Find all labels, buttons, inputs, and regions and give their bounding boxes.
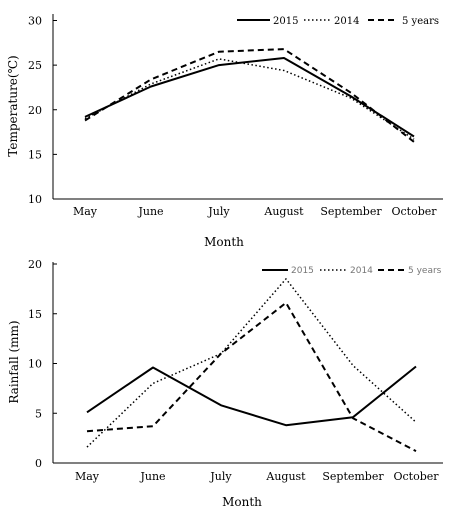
rainfall-chart: 0 5 10 15 20 May June July August September Octob…	[7, 258, 443, 509]
temperature-series-line-2014	[84, 58, 415, 140]
rainfall-x-tick-label-september: September	[322, 470, 384, 483]
rainfall-x-tick-label-july: July	[209, 470, 232, 483]
rainfall-y-axis-title: Rainfall (mm)	[7, 320, 21, 403]
rainfall-legend-label-2015: 2015	[291, 266, 314, 276]
rainfall-y-ticks: 0 5 10 15 20	[28, 258, 57, 470]
rainfall-y-tick-label: 10	[28, 358, 42, 371]
temperature-y-tick-label: 25	[28, 59, 42, 72]
temperature-x-tick-label-september: September	[320, 205, 382, 218]
temperature-legend-label-5years: 5 years	[402, 16, 439, 27]
rainfall-series-line-2015	[86, 365, 417, 427]
temperature-series	[84, 48, 415, 143]
rainfall-x-tick-label-october: October	[393, 470, 439, 483]
temperature-x-tick-label-october: October	[391, 205, 437, 218]
temperature-legend-label-2015: 2015	[273, 16, 298, 27]
temperature-legend-label-2014: 2014	[334, 16, 359, 27]
rainfall-y-tick-label: 15	[28, 308, 42, 321]
temperature-x-tick-label-july: July	[207, 205, 230, 218]
temperature-legend: 2015 2014 5 years	[237, 16, 439, 27]
rainfall-series	[86, 278, 417, 452]
temperature-y-ticks: 10 15 20 25 30	[28, 15, 57, 206]
temperature-x-tick-label-june: June	[137, 205, 163, 218]
temperature-x-ticks: May June July August September October	[73, 205, 437, 218]
temperature-y-tick-label: 30	[28, 15, 42, 28]
rainfall-x-axis-title: Month	[222, 495, 262, 509]
temperature-chart: 10 15 20 25 30 May June July August September Oct…	[6, 14, 443, 249]
rainfall-y-tick-label: 20	[28, 258, 42, 271]
temperature-x-axis-title: Month	[204, 235, 244, 249]
rainfall-legend-label-2014: 2014	[350, 266, 373, 276]
temperature-y-tick-label: 15	[28, 148, 42, 161]
temperature-y-axis-title: Temperature(℃)	[6, 55, 20, 156]
temperature-x-tick-label-may: May	[73, 205, 98, 218]
rainfall-series-line-5years	[86, 301, 417, 452]
rainfall-legend-label-5years: 5 years	[408, 266, 442, 276]
temperature-x-tick-label-august: August	[263, 205, 304, 218]
rainfall-series-line-2014	[86, 278, 417, 448]
rainfall-x-ticks: May June July August September October	[75, 470, 439, 483]
temperature-y-tick-label: 10	[28, 193, 42, 206]
temperature-y-tick-label: 20	[28, 104, 42, 117]
rainfall-x-tick-label-may: May	[75, 470, 100, 483]
rainfall-x-tick-label-june: June	[139, 470, 165, 483]
rainfall-x-tick-label-august: August	[265, 470, 306, 483]
temperature-series-line-5years	[84, 48, 415, 143]
rainfall-legend: 2015 2014 5 years	[262, 266, 442, 276]
rainfall-y-tick-label: 5	[35, 407, 42, 420]
rainfall-y-tick-label: 0	[35, 457, 42, 470]
temperature-series-line-2015	[84, 57, 415, 138]
